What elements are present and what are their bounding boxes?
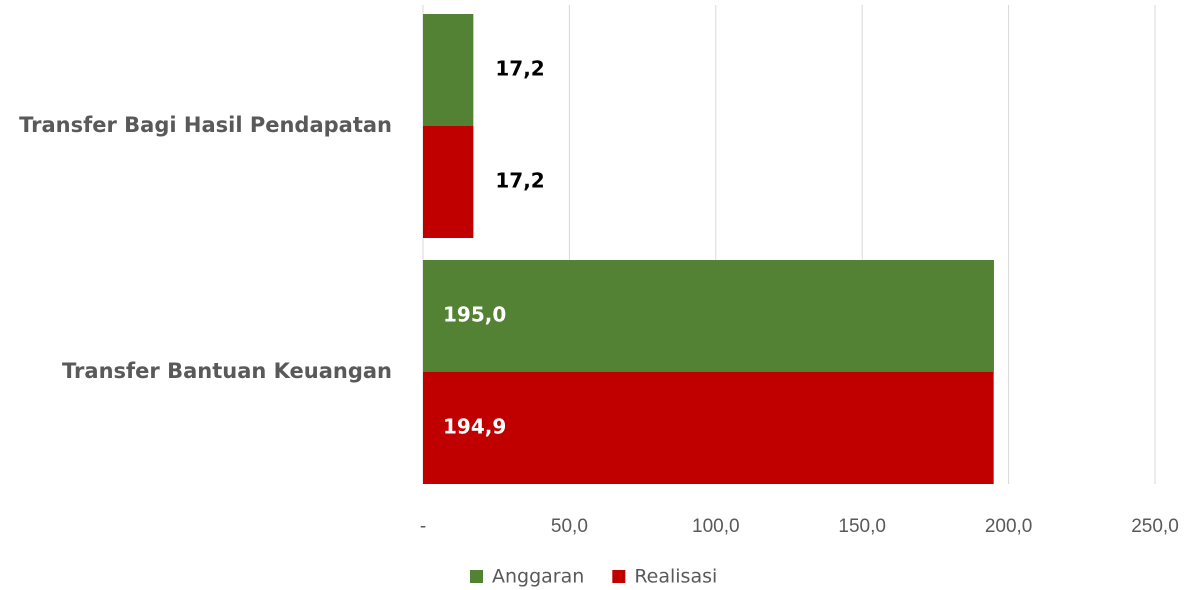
value-label: 17,2 [495,169,544,193]
x-tick-label: 200,0 [985,516,1033,537]
value-label: 195,0 [443,303,506,327]
legend-swatch [612,570,626,583]
category-label: Transfer Bagi Hasil Pendapatan [19,113,392,137]
legend-label: Realisasi [634,566,717,588]
x-tick-label: 50,0 [551,516,588,537]
value-label: 194,9 [443,415,506,439]
x-tick-label: 150,0 [838,516,886,537]
value-label: 17,2 [495,57,544,81]
x-tick-label: 100,0 [692,516,740,537]
bar [423,126,474,238]
legend-swatch [470,570,483,583]
category-label: Transfer Bantuan Keuangan [62,359,392,383]
legend-label: Anggaran [492,566,584,588]
x-tick-label: - [420,516,426,537]
bar [423,260,994,372]
bar [423,372,994,484]
x-tick-label: 250,0 [1131,516,1179,537]
bar [423,14,474,126]
